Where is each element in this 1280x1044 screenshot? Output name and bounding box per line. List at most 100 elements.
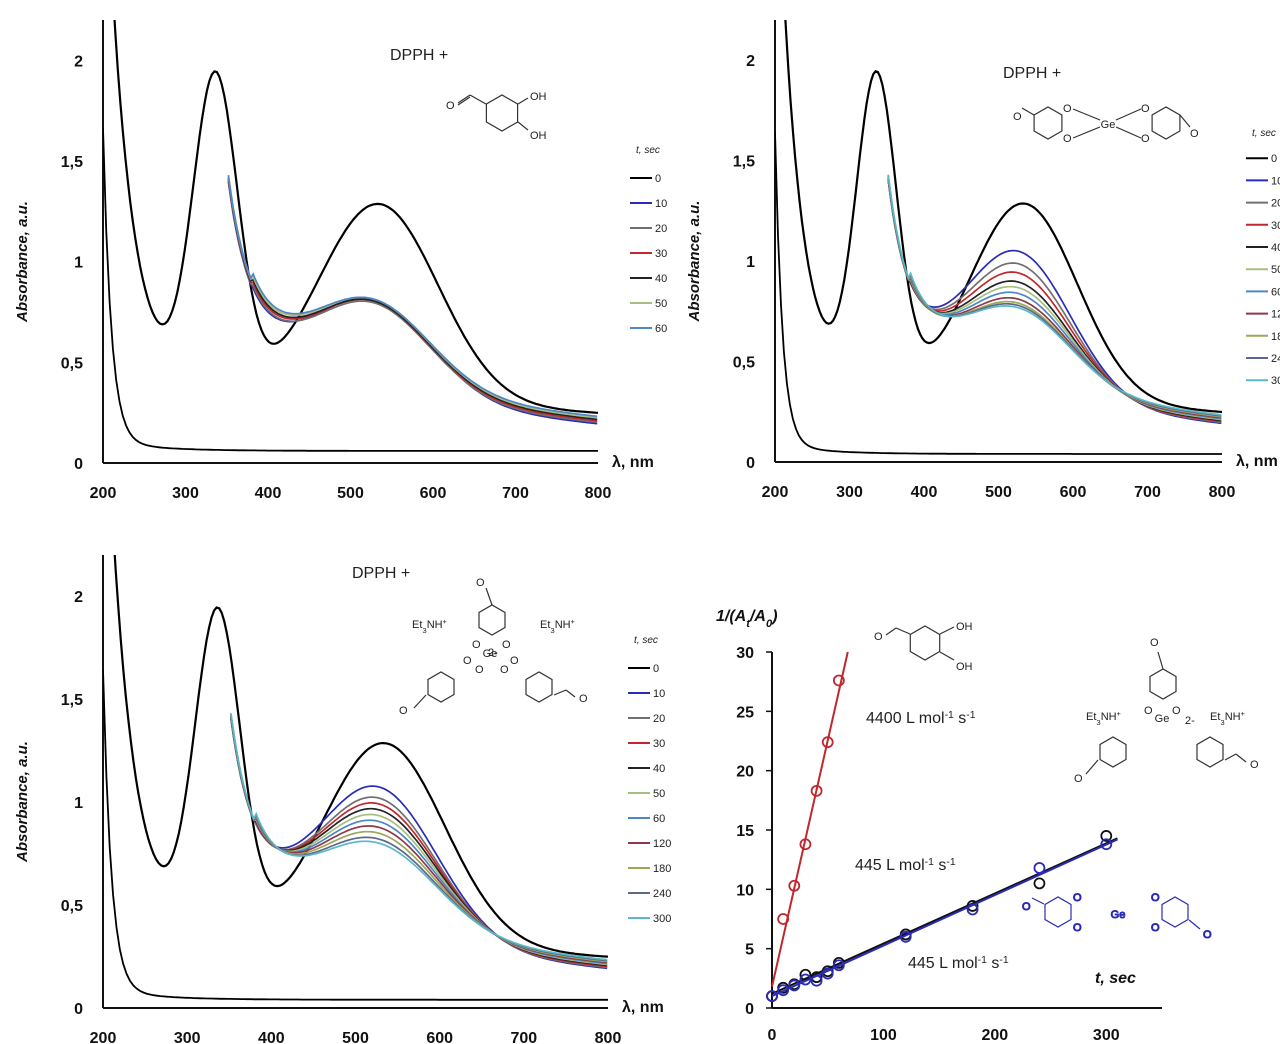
data-point [799, 973, 812, 986]
bond [1157, 651, 1164, 670]
x-axis-label: λ, nm [612, 454, 654, 471]
legend-label: 40 [655, 273, 667, 285]
atom-o: O [874, 631, 883, 643]
legend-label: 0 [653, 663, 659, 675]
oh-label: OH [956, 661, 973, 673]
legend-label: 20 [1271, 198, 1280, 210]
atom-o: O [1203, 929, 1212, 941]
molecule-structure: O O O O O O Ge [1013, 103, 1199, 145]
kinetics-panel: 0 100 200 300 0 5 10 15 20 25 30 1/(At/A0) t, sec 440… [716, 608, 1259, 1044]
x-tick-label: 200 [90, 485, 117, 502]
atom-o: O [1172, 705, 1181, 717]
bond [517, 121, 529, 131]
ge-label: Ge [1101, 119, 1116, 131]
legend-label: 24 [1271, 353, 1280, 365]
x-tick-label: 100 [870, 1027, 897, 1044]
legend-label: 180 [653, 863, 671, 875]
spectrum-panel-top-left: 200 300 400 500 600 700 80000,511,52Absorbance… [14, 20, 667, 502]
x-axis-label: λ, nm [1236, 453, 1278, 470]
bond [517, 97, 529, 105]
data-point [788, 879, 801, 892]
ge-label: Ge [483, 648, 498, 660]
chart-title: DPPH + [390, 47, 448, 64]
data-point [777, 913, 790, 925]
charge-label: 2- [488, 647, 498, 659]
data-point [966, 903, 979, 916]
y-axis-label: Absorbance, a.u. [686, 201, 703, 323]
atom-o: O [472, 639, 481, 651]
legend-title: t, sec [634, 635, 658, 646]
legend-label: 20 [653, 713, 665, 725]
benzene-ring [1196, 736, 1224, 768]
atom-o: O [510, 655, 519, 667]
y-tick-label: 2 [746, 53, 755, 70]
legend-label: 300 [653, 913, 671, 925]
legend-label: 240 [653, 888, 671, 900]
legend-label: 30 [1271, 375, 1280, 387]
curves [103, 555, 608, 1001]
x-tick-label: 300 [174, 1030, 201, 1044]
counterion-label: Et3NH+ [1210, 710, 1245, 727]
bond [1085, 759, 1099, 775]
chart-title: DPPH + [352, 565, 410, 582]
series-curve [230, 713, 608, 962]
series-curve [230, 715, 608, 965]
series-curve [227, 180, 598, 424]
y-tick-label: 0,5 [61, 898, 83, 915]
legend-label: 0 [655, 173, 661, 185]
ge-label: Ge [1111, 909, 1126, 921]
charge-label: 2- [1185, 715, 1195, 727]
y-tick-label: 1,5 [61, 692, 83, 709]
data-point [810, 974, 823, 987]
x-tick-label: 400 [911, 484, 938, 501]
atom-o: O [1151, 892, 1160, 904]
y-tick-label: 10 [736, 882, 754, 899]
series-curve [227, 179, 598, 422]
bond [469, 94, 487, 105]
x-tick-label: 300 [1093, 1027, 1120, 1044]
bond [1072, 108, 1101, 121]
series-curve [227, 174, 598, 418]
counterion-label: Et3NH+ [412, 618, 447, 635]
x-tick-label: 200 [982, 1027, 1009, 1044]
data-point [788, 979, 801, 992]
rate-constant-annotation: 4400 L mol-1 s-1 [866, 710, 976, 728]
x-tick-label: 300 [836, 484, 863, 501]
x-tick-label: 800 [585, 485, 612, 502]
legend-label: 0 [1271, 153, 1277, 165]
y-tick-label: 0 [746, 455, 755, 472]
data-point [766, 990, 778, 1003]
data-point [1033, 862, 1046, 874]
bond [413, 694, 427, 709]
series-curve [227, 181, 598, 425]
legend-label: 20 [655, 223, 667, 235]
benzene-ring [1161, 896, 1189, 928]
rate-constant-annotation: 445 L mol-1 s-1 [855, 857, 956, 875]
series-curve [113, 20, 598, 414]
series-curve [887, 176, 1222, 418]
chart-title: DPPH + [1003, 65, 1061, 82]
bond [885, 627, 897, 636]
y-tick-label: 0 [74, 1001, 83, 1018]
bond [1072, 126, 1101, 139]
data-point [1100, 838, 1113, 851]
benzene-ring [1149, 668, 1177, 700]
x-tick-label: 500 [985, 484, 1012, 501]
y-tick-label: 1 [746, 254, 755, 271]
data-point [821, 736, 834, 749]
series-curve [887, 177, 1222, 420]
x-tick-label: 600 [426, 1030, 453, 1044]
data-point [1033, 877, 1046, 890]
benzene-ring [1044, 896, 1072, 928]
atom-o: O [1141, 103, 1150, 115]
legend-label: 10 [1271, 175, 1280, 187]
bond [565, 689, 576, 698]
baseline-curve [775, 132, 1222, 455]
y-tick-label: 1,5 [61, 154, 83, 171]
benzene-ring [525, 671, 553, 703]
legend-label: 12 [1271, 309, 1280, 321]
series-curve [784, 20, 1222, 414]
molecule-structure: OO O2-Et3NH+ Et3NH+GeO OO OOO [399, 577, 588, 717]
legend-label: 10 [653, 688, 665, 700]
